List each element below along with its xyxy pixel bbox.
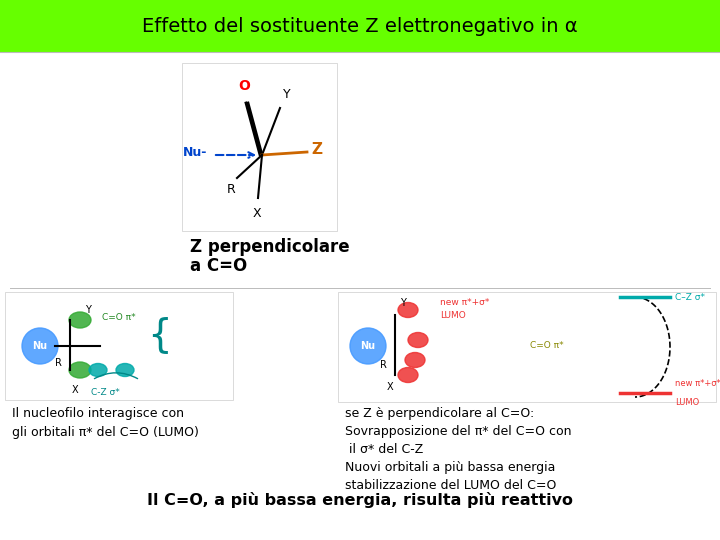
Text: Y: Y <box>400 298 406 308</box>
Text: a C=O: a C=O <box>190 257 247 275</box>
Text: Nu: Nu <box>361 341 376 351</box>
Text: C=O π*: C=O π* <box>530 341 564 350</box>
Text: {: { <box>147 316 172 354</box>
Ellipse shape <box>69 362 91 378</box>
Text: R: R <box>227 183 235 196</box>
Text: C–Z σ*: C–Z σ* <box>675 293 705 301</box>
Ellipse shape <box>89 363 107 376</box>
Text: Nu: Nu <box>32 341 48 351</box>
Text: R: R <box>55 358 62 368</box>
Text: new π*+σ*: new π*+σ* <box>675 379 720 388</box>
Ellipse shape <box>398 302 418 318</box>
Text: O: O <box>238 79 250 93</box>
Text: Il C=O, a più bassa energia, risulta più reattivo: Il C=O, a più bassa energia, risulta più… <box>147 492 573 508</box>
Text: X: X <box>387 382 393 392</box>
Text: R: R <box>380 360 387 370</box>
Circle shape <box>350 328 386 364</box>
Bar <box>5 292 233 400</box>
Text: Y: Y <box>85 305 91 315</box>
Text: Z: Z <box>311 143 322 158</box>
Ellipse shape <box>405 353 425 368</box>
Text: Z perpendicolare: Z perpendicolare <box>190 238 350 256</box>
Bar <box>0 0 720 52</box>
Text: C-Z σ*: C-Z σ* <box>91 388 120 397</box>
Ellipse shape <box>116 363 134 376</box>
Text: X: X <box>253 207 261 220</box>
Text: Nu-: Nu- <box>183 146 207 159</box>
Text: Il nucleofilo interagisce con
gli orbitali π* del C=O (LUMO): Il nucleofilo interagisce con gli orbita… <box>12 407 199 439</box>
Text: LUMO: LUMO <box>675 398 699 407</box>
Text: Effetto del sostituente Z elettronegativo in α: Effetto del sostituente Z elettronegativ… <box>142 17 578 36</box>
Ellipse shape <box>69 312 91 328</box>
Ellipse shape <box>408 333 428 348</box>
Text: X: X <box>72 385 78 395</box>
Ellipse shape <box>398 368 418 382</box>
Bar <box>338 292 716 402</box>
Text: se Z è perpendicolare al C=O:
Sovrapposizione del π* del C=O con
 il σ* del C-Z
: se Z è perpendicolare al C=O: Sovrapposi… <box>345 407 572 492</box>
Bar <box>182 63 337 231</box>
Circle shape <box>22 328 58 364</box>
Text: Y: Y <box>283 88 291 101</box>
Text: LUMO: LUMO <box>440 311 466 320</box>
Text: new π*+σ*: new π*+σ* <box>440 298 490 307</box>
Text: C=O π*: C=O π* <box>102 314 135 322</box>
